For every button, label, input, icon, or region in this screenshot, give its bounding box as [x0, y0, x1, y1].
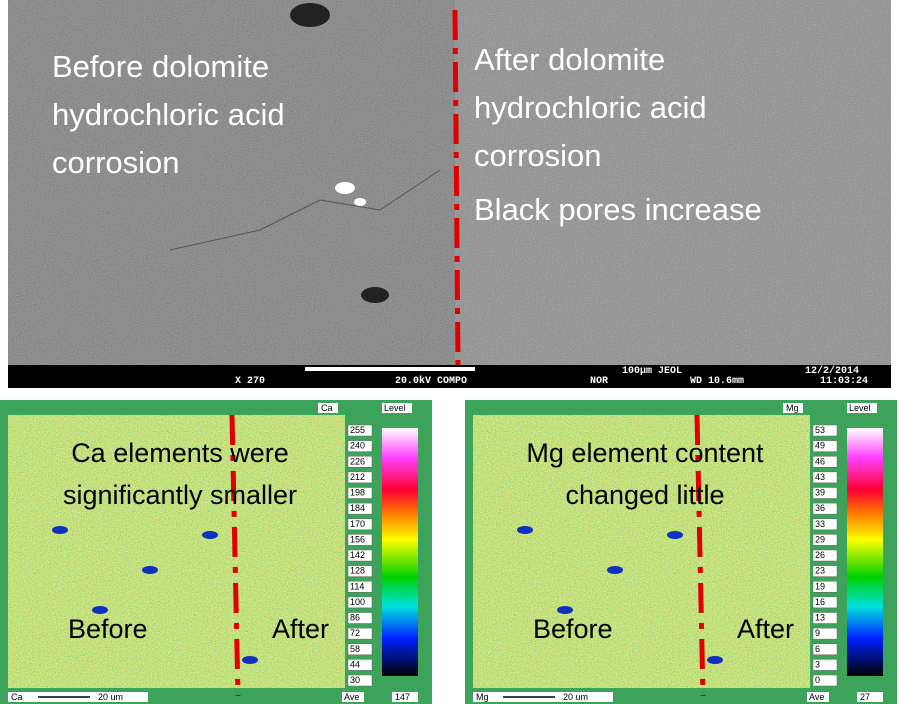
scale-label: 128 — [350, 566, 365, 576]
left-label: corrosion — [52, 145, 180, 180]
footer-bar: 20 um — [563, 692, 588, 702]
after-label: After — [272, 614, 329, 644]
scale-label: 29 — [815, 534, 825, 544]
footer-ave-value: 27 — [860, 692, 870, 702]
info: X 270 — [235, 376, 265, 387]
right-label: After dolomite — [474, 42, 665, 77]
spot — [667, 531, 683, 539]
info: 100µm JEOL — [622, 366, 682, 377]
spot — [242, 656, 258, 664]
scale-label: 0 — [815, 675, 820, 685]
scale-label: 255 — [350, 425, 365, 435]
scale-label: 184 — [350, 503, 365, 513]
maps: Ca Level 255 240 226 212 198 184 170 156 142 128 114… — [0, 400, 897, 704]
scale-label: 114 — [350, 581, 364, 591]
scale-label: 43 — [815, 472, 825, 482]
caption: changed little — [565, 480, 724, 510]
scale-label: 212 — [350, 472, 365, 482]
info: 11:03:24 — [820, 376, 868, 387]
header-element: Ca — [321, 403, 333, 413]
level-bar — [847, 428, 883, 676]
scale-label: 46 — [815, 456, 825, 466]
right-label: Black pores increase — [474, 192, 762, 227]
left-label: hydrochloric acid — [52, 97, 285, 132]
after-label: After — [737, 614, 794, 644]
left-label: Before dolomite — [52, 49, 269, 84]
scale-label: 13 — [815, 613, 825, 623]
scale-label: 16 — [815, 597, 825, 607]
header-level: Level — [849, 403, 871, 413]
spot — [52, 526, 68, 534]
footer-ave: Ave — [809, 692, 824, 702]
scale-label: 3 — [815, 659, 820, 669]
scale-label: 36 — [815, 503, 825, 513]
scale-label: 19 — [815, 581, 825, 591]
scale-label: 156 — [350, 534, 365, 544]
spot — [517, 526, 533, 534]
scale-label: 198 — [350, 488, 365, 498]
footer-element: Ca — [11, 692, 23, 702]
scale-label: 226 — [350, 456, 365, 466]
right-label: hydrochloric acid — [474, 90, 707, 125]
spot — [707, 656, 723, 664]
scale-label: 23 — [815, 566, 825, 576]
caption: Mg element content — [526, 438, 764, 468]
spot — [557, 606, 573, 614]
scale-label: 53 — [815, 425, 825, 435]
scale-label: 30 — [350, 675, 360, 685]
scale-label: 72 — [350, 628, 360, 638]
info: WD 10.6mm — [690, 376, 744, 387]
scale-label: 39 — [815, 488, 825, 498]
right-label: corrosion — [474, 138, 602, 173]
before-label: Before — [533, 614, 613, 644]
footer-ave-value: 147 — [395, 692, 410, 702]
caption: significantly smaller — [63, 480, 297, 510]
spot — [202, 531, 218, 539]
scale-label: 44 — [350, 659, 360, 669]
scale-label: 240 — [350, 441, 365, 451]
before-label: Before — [68, 614, 148, 644]
scale-label: 6 — [815, 644, 820, 654]
header-element: Mg — [786, 403, 799, 413]
footer-bar: 20 um — [98, 692, 123, 702]
scale-label: 9 — [815, 628, 820, 638]
figure: Before dolomite hydrochloric acid corros… — [0, 0, 899, 704]
spot — [607, 566, 623, 574]
scale-label: 170 — [350, 519, 365, 529]
spot — [142, 566, 158, 574]
info: 20.0kV COMPO — [395, 375, 467, 387]
info: NOR — [590, 376, 608, 387]
scale-label: 26 — [815, 550, 825, 560]
scale-label: 33 — [815, 519, 825, 529]
spot — [92, 606, 108, 614]
scale-label: 49 — [815, 441, 825, 451]
caption: Ca elements were — [71, 438, 289, 468]
scale-label: 58 — [350, 644, 360, 654]
sem-image: Before dolomite hydrochloric acid corros… — [8, 0, 891, 388]
scale-label: 100 — [350, 597, 365, 607]
level-bar — [382, 428, 418, 676]
footer-ave: Ave — [344, 692, 359, 702]
header-level: Level — [384, 403, 406, 413]
footer-element: Mg — [476, 692, 489, 702]
scale-label: 142 — [350, 550, 365, 560]
scale-label: 86 — [350, 613, 360, 623]
